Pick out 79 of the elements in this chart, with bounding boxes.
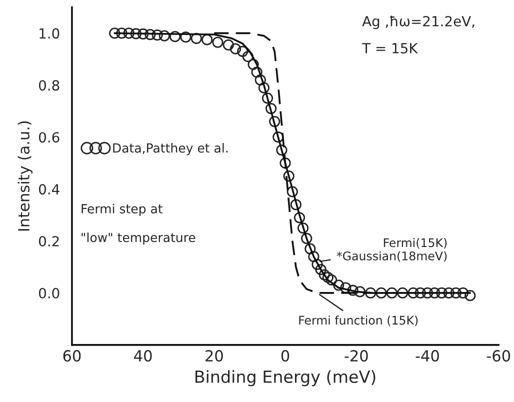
point	[237, 46, 248, 57]
point	[294, 212, 306, 224]
point	[158, 30, 170, 42]
point	[414, 287, 426, 299]
point	[436, 287, 448, 299]
point	[222, 39, 234, 50]
point	[212, 36, 224, 48]
annotation: Fermi(15K) *Gaussian(18meV)	[336, 238, 447, 262]
point	[290, 199, 302, 210]
point	[429, 287, 440, 299]
point	[248, 58, 259, 70]
point	[386, 287, 398, 299]
point	[397, 287, 408, 299]
y-tick-label: 1.0	[40, 28, 60, 39]
annotation: T = 15K	[362, 43, 418, 54]
point	[408, 287, 419, 299]
point	[276, 144, 288, 156]
point	[365, 287, 376, 299]
point	[152, 29, 163, 41]
point	[242, 51, 254, 62]
point	[130, 28, 142, 40]
point	[269, 116, 280, 128]
x-axis-title: Binding Energy (meV)	[195, 370, 376, 386]
point	[123, 28, 134, 39]
point	[170, 31, 181, 42]
point	[251, 66, 262, 78]
y-tick-label: 0.4	[38, 184, 60, 195]
point	[109, 28, 120, 39]
point	[283, 170, 294, 182]
point	[318, 269, 330, 280]
point	[376, 287, 387, 299]
point	[422, 287, 434, 299]
point	[272, 132, 284, 143]
legend-label: Data,Patthey et al.	[113, 143, 228, 156]
point	[457, 287, 469, 299]
point	[286, 186, 298, 198]
x-tick-label: 40	[134, 350, 152, 362]
point	[297, 222, 309, 234]
point	[347, 284, 358, 296]
x-tick-label: 60	[63, 350, 81, 362]
point	[333, 280, 344, 291]
point	[308, 251, 320, 262]
point	[315, 264, 326, 276]
point	[254, 74, 266, 86]
annotation: Fermi function (15K)	[299, 316, 418, 326]
y-axis-title: Intensity (a.u.)	[18, 121, 33, 231]
y-tick-label: 0.2	[38, 236, 59, 246]
y-tick-label: 0.8	[38, 80, 60, 91]
point	[340, 282, 352, 294]
point	[322, 272, 334, 283]
point	[464, 290, 476, 302]
point	[304, 243, 316, 254]
point	[354, 286, 366, 298]
point	[312, 258, 323, 270]
point	[258, 82, 270, 94]
point	[180, 32, 192, 43]
point	[280, 158, 291, 169]
annotation: "low" temperature	[82, 232, 196, 245]
point	[443, 287, 454, 299]
x-tick-label: -40	[416, 350, 439, 362]
point	[116, 28, 128, 39]
x-tick-label: -60	[486, 350, 510, 362]
point	[326, 274, 338, 286]
point	[138, 28, 149, 40]
point	[144, 28, 156, 40]
point	[450, 287, 462, 299]
point	[265, 102, 277, 114]
y-tick-label: 0.6	[38, 132, 60, 143]
x-tick-label: 20	[206, 350, 223, 362]
point	[202, 34, 213, 46]
x-tick-label: -20	[344, 350, 368, 362]
point	[230, 43, 242, 54]
annotation: Ag ,ħω=21.2eV,	[362, 16, 474, 30]
annotation: Fermi step at	[82, 204, 162, 216]
x-tick-label: 0	[281, 350, 290, 362]
y-tick-label: 0.0	[38, 288, 60, 298]
point	[190, 32, 202, 44]
point	[262, 92, 274, 104]
point	[301, 232, 312, 244]
